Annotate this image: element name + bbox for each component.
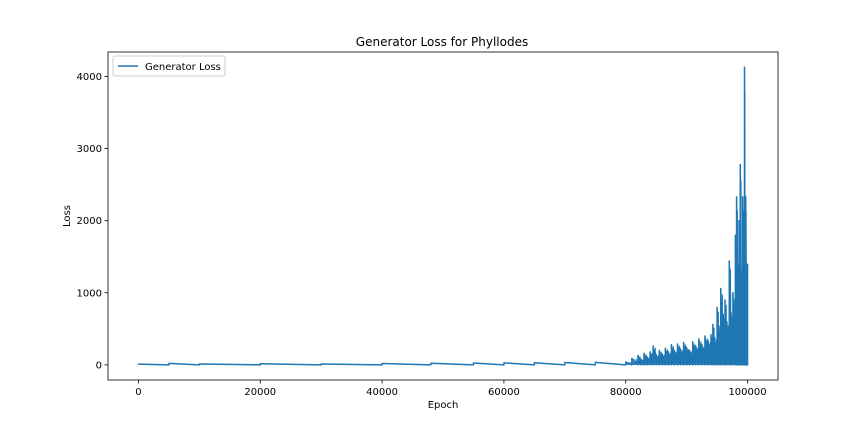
legend-box bbox=[112, 55, 226, 77]
x-tick-label: 100000 bbox=[728, 387, 766, 398]
x-axis-label: Epoch bbox=[428, 400, 459, 411]
legend-label-generator-loss: Generator Loss bbox=[145, 62, 221, 73]
series-noise-generator-loss bbox=[625, 90, 748, 365]
legend: Generator Loss bbox=[112, 55, 226, 77]
series-line-generator-loss bbox=[137, 66, 749, 366]
y-tick-label: 0 bbox=[96, 360, 102, 371]
chart-title: Generator Loss for Phyllodes bbox=[356, 35, 528, 49]
y-tick-label: 3000 bbox=[77, 144, 102, 155]
x-tick-label: 0 bbox=[135, 387, 141, 398]
x-tick-label: 20000 bbox=[244, 387, 276, 398]
x-tick-label: 80000 bbox=[610, 387, 642, 398]
y-tick-label: 2000 bbox=[77, 216, 102, 227]
x-tick-label: 40000 bbox=[366, 387, 398, 398]
y-tick-label: 1000 bbox=[77, 288, 102, 299]
y-axis-label: Loss bbox=[62, 205, 73, 227]
x-axis-ticks: 0 20000 40000 60000 80000 100000 bbox=[135, 380, 767, 398]
x-tick-label: 60000 bbox=[488, 387, 520, 398]
y-axis-ticks: 0 1000 2000 3000 4000 bbox=[77, 72, 108, 371]
y-tick-label: 4000 bbox=[77, 72, 102, 83]
plot-area bbox=[107, 51, 779, 381]
axes-frame bbox=[107, 51, 779, 381]
